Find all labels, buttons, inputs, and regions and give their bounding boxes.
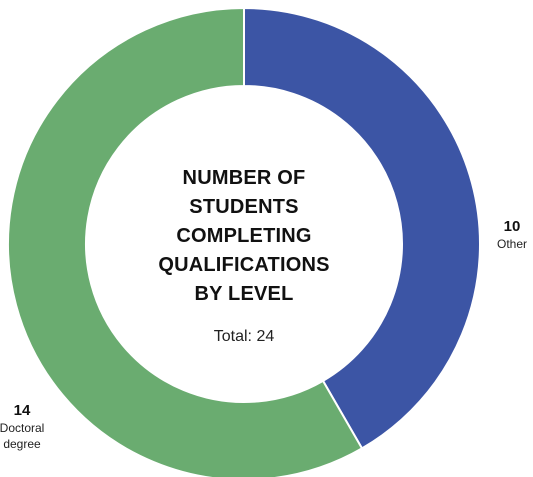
chart-total: Total: 24	[213, 328, 275, 345]
slice-value-other: 10	[503, 218, 521, 235]
slice-doctoral-degree	[7, 6, 364, 477]
slice-label-other: 10 Other	[484, 218, 533, 252]
slice-name-other: Other	[496, 237, 527, 251]
slice-value-doctoral-degree: 14	[13, 402, 31, 419]
slice-other	[243, 6, 481, 450]
slice-label-doctoral-degree: 14 Doctoral degree	[0, 402, 50, 452]
slice-name-doctoral-degree: Doctoral degree	[0, 421, 45, 451]
chart-title: NUMBER OF STUDENTS COMPLETING QUALIFICAT…	[158, 167, 330, 305]
